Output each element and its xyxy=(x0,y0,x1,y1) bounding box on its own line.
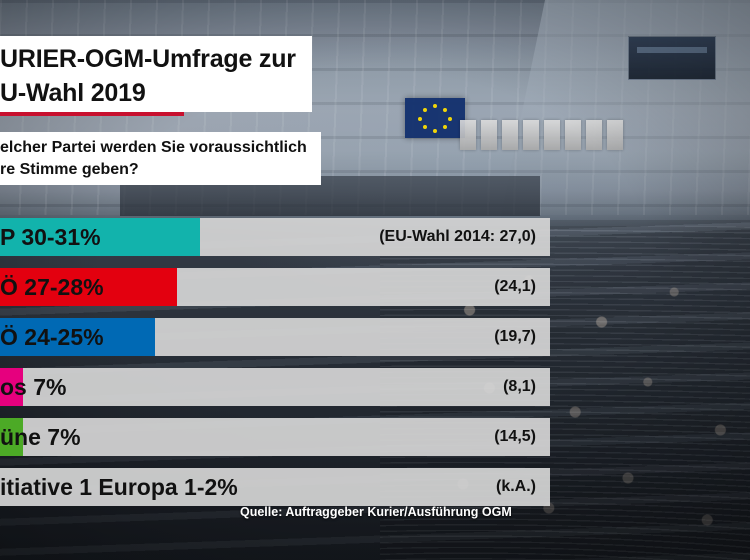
bar-fill xyxy=(0,368,23,406)
eu-flag-icon xyxy=(405,98,465,138)
bar-label: P 30-31% xyxy=(0,224,101,250)
previous-result-label: (8,1) xyxy=(503,378,536,395)
title-underline-rule xyxy=(0,112,184,116)
bar-fill xyxy=(0,218,200,256)
subtitle-line-2: re Stimme geben? xyxy=(0,161,139,178)
bar-label: os 7% xyxy=(0,374,67,400)
table-row: P 30-31% (EU-Wahl 2014: 27,0) xyxy=(0,218,550,256)
bar-fill xyxy=(0,418,23,456)
bar-label: Ö 24-25% xyxy=(0,324,104,350)
table-row: üne 7% (14,5) xyxy=(0,418,550,456)
previous-result-label: (14,5) xyxy=(494,428,536,445)
headline-line-2: U-Wahl 2019 xyxy=(0,79,146,107)
member-state-flags xyxy=(460,120,660,154)
headline-line-1: URIER-OGM-Umfrage zur xyxy=(0,45,296,73)
subtitle-line-1: elcher Partei werden Sie voraussichtlich xyxy=(0,139,307,156)
table-row: itiative 1 Europa 1-2% (k.A.) xyxy=(0,468,550,506)
source-credit: Quelle: Auftraggeber Kurier/Ausführung O… xyxy=(240,505,512,519)
table-row: Ö 24-25% (19,7) xyxy=(0,318,550,356)
bar-label: itiative 1 Europa 1-2% xyxy=(0,474,238,500)
previous-result-label: (k.A.) xyxy=(496,478,536,495)
page-title: URIER-OGM-Umfrage zur U-Wahl 2019 xyxy=(0,36,312,112)
bar-label: Ö 27-28% xyxy=(0,274,104,300)
previous-result-label: (EU-Wahl 2014: 27,0) xyxy=(379,228,536,245)
poll-bar-chart: P 30-31% (EU-Wahl 2014: 27,0) Ö 27-28% (… xyxy=(0,218,550,518)
table-row: os 7% (8,1) xyxy=(0,368,550,406)
display-screen xyxy=(628,36,716,80)
page-subtitle: elcher Partei werden Sie voraussichtlich… xyxy=(0,132,321,185)
bar-label: üne 7% xyxy=(0,424,81,450)
table-row: Ö 27-28% (24,1) xyxy=(0,268,550,306)
previous-result-label: (19,7) xyxy=(494,328,536,345)
bar-fill xyxy=(0,318,155,356)
previous-result-label: (24,1) xyxy=(494,278,536,295)
bar-fill xyxy=(0,268,177,306)
